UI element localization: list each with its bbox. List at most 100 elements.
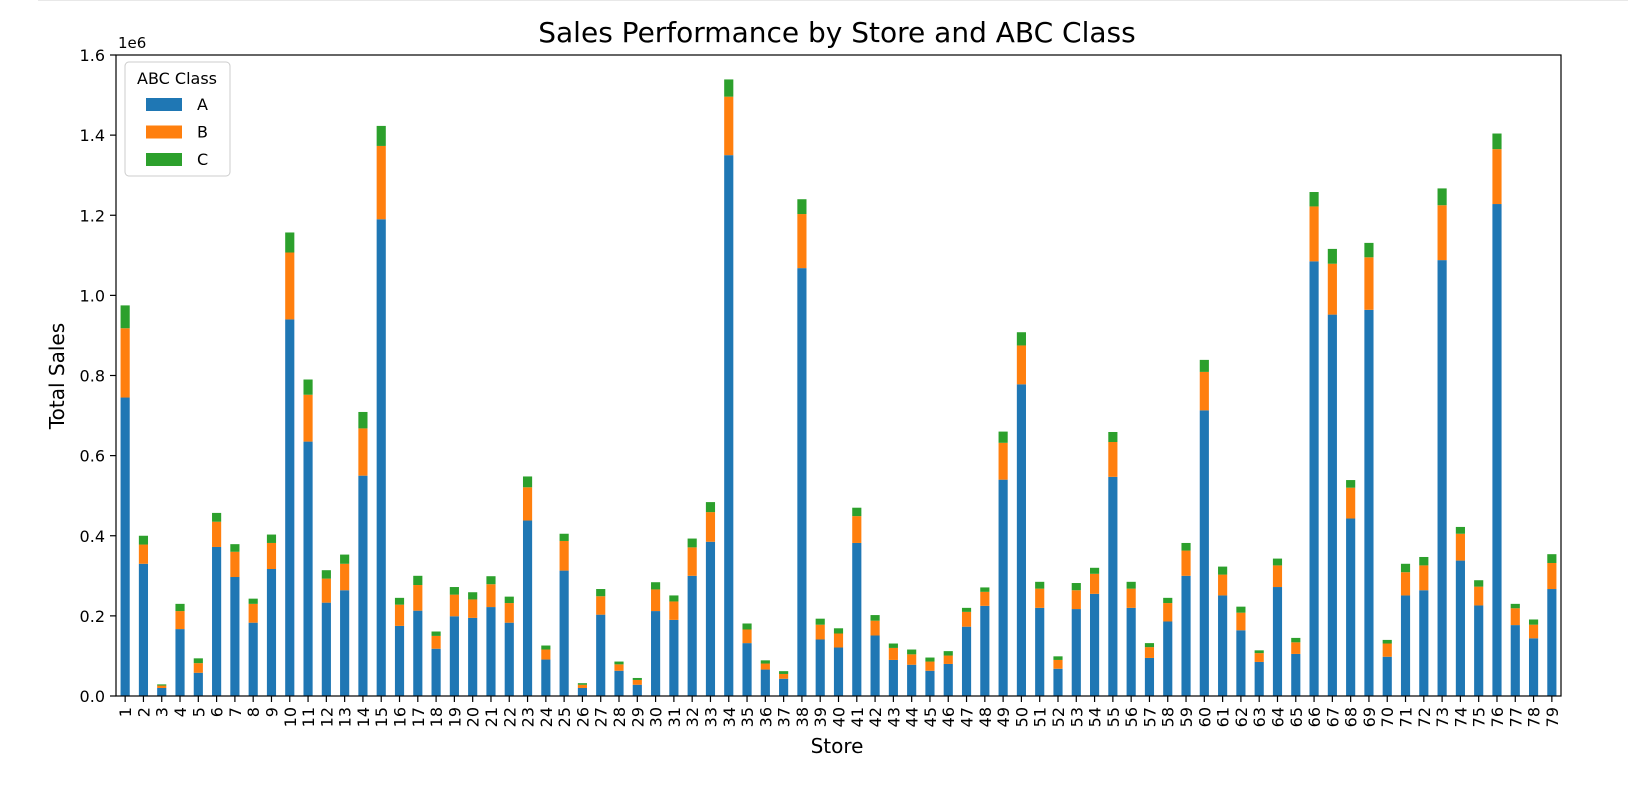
bar-store-22-class-B	[504, 603, 514, 623]
bar-store-44-class-B	[907, 654, 917, 665]
x-tick-label-68: 68	[1342, 707, 1361, 727]
bar-store-9-class-C	[266, 534, 277, 543]
bar-store-47-class-C	[961, 607, 972, 612]
x-tick-label-14: 14	[354, 707, 373, 727]
bar-store-65-class-A	[1291, 653, 1301, 696]
x-tick-label-21: 21	[482, 707, 501, 727]
legend-swatch-B	[146, 125, 182, 139]
bar-store-25-class-B	[559, 540, 569, 571]
bar-store-57-class-B	[1144, 647, 1155, 658]
bar-store-37-class-B	[779, 673, 789, 679]
bar-store-15-class-C	[376, 125, 386, 146]
x-tick-label-5: 5	[189, 707, 208, 717]
x-tick-label-25: 25	[555, 707, 574, 727]
x-tick-label-32: 32	[683, 707, 702, 727]
bar-store-51-class-A	[1035, 607, 1045, 696]
bar-store-31-class-B	[669, 601, 679, 620]
legend-label-A: A	[197, 95, 208, 114]
bar-store-49-class-B	[998, 442, 1008, 480]
bar-store-30-class-C	[651, 582, 661, 590]
y-tick-label: 0.2	[80, 607, 105, 626]
bar-store-43-class-A	[888, 659, 898, 696]
bar-store-7-class-A	[230, 577, 240, 696]
bar-store-68-class-C	[1346, 480, 1356, 488]
x-tick-label-38: 38	[793, 707, 812, 727]
x-tick-label-40: 40	[830, 707, 849, 727]
bar-store-3-class-C	[157, 684, 167, 686]
x-tick-label-76: 76	[1488, 707, 1507, 727]
x-tick-label-8: 8	[244, 707, 263, 717]
x-tick-label-3: 3	[153, 707, 172, 717]
bar-store-67-class-C	[1327, 248, 1337, 264]
bar-store-65-class-C	[1291, 637, 1301, 643]
legend-label-B: B	[197, 123, 208, 142]
bar-store-12-class-C	[321, 570, 331, 579]
bar-store-50-class-C	[1016, 332, 1026, 346]
legend-label-C: C	[197, 150, 208, 169]
bar-store-48-class-A	[980, 605, 990, 696]
x-axis-label: Store	[811, 734, 864, 758]
bar-store-32-class-A	[687, 575, 697, 696]
bar-store-12-class-A	[321, 602, 331, 696]
bar-store-14-class-A	[358, 475, 368, 696]
bar-store-1-class-C	[120, 305, 130, 329]
bar-store-16-class-A	[394, 625, 405, 696]
bar-store-61-class-B	[1218, 574, 1228, 596]
bar-store-5-class-B	[193, 663, 203, 673]
bar-store-46-class-B	[943, 655, 953, 664]
bar-store-10-class-A	[285, 319, 295, 696]
x-tick-label-74: 74	[1451, 707, 1470, 727]
bar-store-39-class-B	[815, 624, 825, 640]
x-tick-label-69: 69	[1360, 707, 1379, 727]
bar-store-40-class-A	[833, 647, 844, 696]
bar-store-28-class-A	[614, 670, 624, 696]
bar-store-18-class-A	[431, 648, 441, 696]
bar-store-12-class-B	[321, 578, 331, 603]
x-tick-label-62: 62	[1232, 707, 1251, 727]
x-tick-label-11: 11	[299, 707, 318, 727]
bar-store-71-class-C	[1400, 563, 1411, 573]
x-tick-label-13: 13	[336, 707, 355, 727]
legend-title: ABC Class	[137, 69, 217, 88]
bar-store-43-class-C	[888, 643, 898, 648]
x-tick-label-78: 78	[1525, 707, 1544, 727]
y-tick-label: 1.0	[80, 286, 105, 305]
bar-store-76-class-C	[1492, 133, 1502, 150]
bar-store-78-class-A	[1528, 638, 1539, 696]
x-tick-label-47: 47	[958, 707, 977, 727]
bar-store-27-class-B	[596, 596, 606, 615]
x-tick-label-18: 18	[427, 707, 446, 727]
bar-store-52-class-B	[1053, 659, 1063, 669]
bar-store-26-class-B	[577, 684, 587, 688]
chart-title: Sales Performance by Store and ABC Class	[538, 16, 1135, 49]
bar-store-40-class-B	[833, 633, 844, 648]
bar-store-64-class-C	[1272, 558, 1283, 566]
bar-store-52-class-A	[1053, 668, 1063, 696]
y-tick-label: 0.4	[80, 527, 105, 546]
bar-store-20-class-A	[468, 617, 478, 696]
x-tick-label-29: 29	[628, 707, 647, 727]
bar-store-20-class-C	[468, 592, 478, 600]
x-tick-label-7: 7	[226, 707, 245, 717]
x-tick-label-24: 24	[537, 707, 556, 727]
bar-store-13-class-C	[340, 554, 350, 564]
bar-store-39-class-A	[815, 639, 825, 696]
x-tick-label-51: 51	[1031, 707, 1050, 727]
x-tick-label-9: 9	[262, 707, 281, 717]
bar-store-46-class-A	[943, 663, 953, 696]
bar-store-45-class-C	[925, 657, 935, 662]
y-tick-label: 0.0	[80, 687, 105, 706]
x-tick-label-16: 16	[391, 707, 410, 727]
bar-store-34-class-A	[724, 155, 734, 696]
bar-store-78-class-C	[1528, 619, 1539, 625]
bar-store-50-class-B	[1016, 345, 1026, 385]
bar-store-14-class-C	[358, 411, 368, 429]
bar-store-33-class-A	[705, 541, 716, 696]
x-tick-label-28: 28	[610, 707, 629, 727]
bar-store-70-class-A	[1382, 656, 1392, 696]
y-tick-label: 1.4	[80, 126, 105, 145]
bar-store-58-class-A	[1163, 621, 1173, 696]
bar-store-49-class-A	[998, 479, 1008, 696]
x-tick-label-57: 57	[1140, 707, 1159, 727]
bar-store-79-class-C	[1547, 554, 1557, 563]
